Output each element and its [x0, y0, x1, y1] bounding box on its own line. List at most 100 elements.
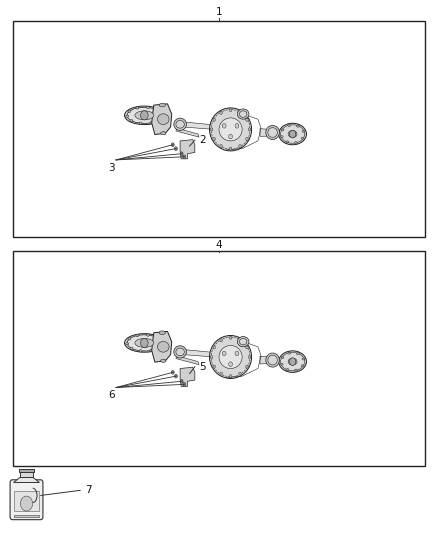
Ellipse shape [280, 135, 283, 138]
Polygon shape [14, 477, 39, 482]
Ellipse shape [281, 125, 304, 143]
Circle shape [141, 338, 148, 348]
Circle shape [290, 130, 296, 138]
Circle shape [210, 128, 213, 131]
Ellipse shape [136, 107, 139, 109]
Circle shape [220, 339, 223, 342]
Circle shape [235, 351, 239, 356]
Text: 7: 7 [85, 486, 92, 495]
Circle shape [171, 370, 174, 374]
Ellipse shape [159, 103, 166, 107]
Ellipse shape [135, 111, 154, 120]
Ellipse shape [126, 115, 129, 117]
Ellipse shape [301, 365, 304, 367]
Polygon shape [180, 140, 195, 159]
Ellipse shape [281, 129, 284, 131]
Ellipse shape [174, 118, 187, 131]
Ellipse shape [158, 114, 169, 125]
Bar [13, 251, 425, 466]
Bar [13, 21, 425, 237]
Ellipse shape [280, 363, 283, 365]
Ellipse shape [176, 120, 184, 128]
Circle shape [223, 124, 226, 128]
Ellipse shape [159, 331, 166, 335]
Ellipse shape [268, 127, 277, 138]
Ellipse shape [158, 342, 169, 352]
Ellipse shape [266, 353, 279, 367]
Bar [19, 469, 34, 472]
Ellipse shape [128, 338, 131, 340]
Circle shape [223, 351, 226, 356]
Ellipse shape [295, 141, 297, 143]
Bar [14, 515, 39, 517]
Circle shape [213, 138, 215, 141]
Circle shape [141, 111, 148, 120]
Ellipse shape [288, 125, 290, 126]
Ellipse shape [130, 347, 133, 350]
Ellipse shape [237, 336, 249, 347]
FancyBboxPatch shape [10, 480, 43, 520]
Ellipse shape [301, 137, 304, 139]
Ellipse shape [302, 131, 305, 132]
Ellipse shape [124, 334, 164, 352]
Polygon shape [152, 104, 172, 134]
Ellipse shape [147, 106, 149, 109]
Ellipse shape [130, 119, 133, 122]
Circle shape [230, 375, 232, 378]
Ellipse shape [158, 118, 161, 120]
Text: 4: 4 [215, 240, 223, 250]
Ellipse shape [124, 106, 164, 125]
Circle shape [246, 138, 248, 141]
Circle shape [183, 383, 186, 386]
Circle shape [20, 496, 32, 511]
Circle shape [213, 346, 215, 349]
Circle shape [220, 111, 223, 115]
Text: 5: 5 [199, 362, 206, 372]
Ellipse shape [128, 110, 131, 112]
Ellipse shape [156, 336, 159, 338]
Circle shape [246, 118, 248, 122]
Polygon shape [181, 122, 221, 130]
Circle shape [230, 147, 232, 150]
Ellipse shape [297, 353, 299, 355]
Ellipse shape [160, 114, 163, 116]
Circle shape [180, 379, 183, 383]
Circle shape [235, 124, 239, 128]
Circle shape [290, 358, 296, 366]
Circle shape [239, 111, 241, 115]
Circle shape [230, 109, 232, 112]
Circle shape [246, 346, 248, 349]
Ellipse shape [209, 335, 251, 378]
Ellipse shape [160, 341, 163, 343]
Ellipse shape [281, 352, 304, 371]
Ellipse shape [288, 352, 290, 354]
Circle shape [229, 134, 233, 139]
Circle shape [248, 356, 251, 359]
Ellipse shape [219, 345, 242, 368]
Ellipse shape [288, 131, 297, 138]
Circle shape [174, 147, 177, 150]
Ellipse shape [286, 368, 289, 370]
Ellipse shape [147, 334, 149, 336]
Polygon shape [181, 349, 221, 358]
Ellipse shape [237, 109, 249, 119]
Ellipse shape [127, 107, 162, 124]
Ellipse shape [302, 358, 305, 360]
Circle shape [213, 118, 215, 122]
Ellipse shape [219, 118, 242, 141]
Polygon shape [176, 356, 199, 365]
Circle shape [171, 143, 174, 147]
Circle shape [220, 372, 223, 375]
Ellipse shape [174, 346, 187, 358]
Ellipse shape [161, 132, 166, 135]
Circle shape [239, 339, 241, 342]
Circle shape [239, 144, 241, 148]
Ellipse shape [150, 122, 153, 124]
Ellipse shape [286, 141, 289, 143]
Text: 3: 3 [108, 163, 115, 173]
Ellipse shape [209, 108, 251, 151]
Ellipse shape [279, 123, 307, 145]
Polygon shape [176, 128, 199, 137]
Circle shape [248, 128, 251, 131]
Ellipse shape [136, 334, 139, 337]
